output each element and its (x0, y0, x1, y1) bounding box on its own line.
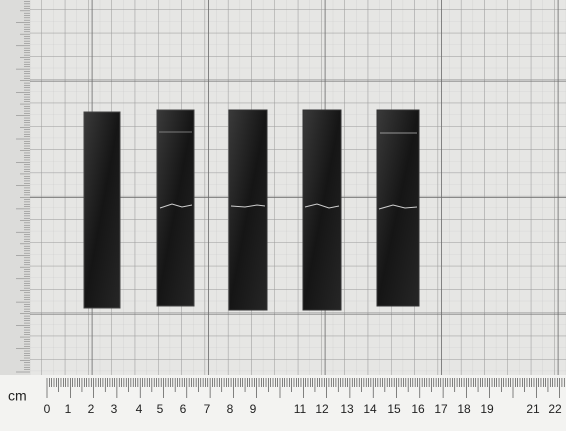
ruler-label: 18 (457, 402, 471, 416)
left-ruler (0, 0, 30, 375)
ruler-label: 19 (480, 402, 494, 416)
ruler-label: 4 (136, 402, 143, 416)
ruler-label: 3 (111, 402, 118, 416)
ruler-label: 22 (548, 402, 562, 416)
ruler-label: 12 (315, 402, 329, 416)
ruler-label: 9 (250, 402, 257, 416)
ruler-label: 7 (204, 402, 211, 416)
specimen (229, 110, 267, 310)
ruler-label: 2 (88, 402, 95, 416)
ruler-label: 15 (387, 402, 401, 416)
ruler-label: 6 (180, 402, 187, 416)
ruler-label: 11 (294, 402, 307, 416)
ruler-label: 1 (65, 402, 72, 416)
specimen (157, 110, 194, 306)
ruler-label: 8 (227, 402, 234, 416)
ruler-label: 0 (44, 402, 51, 416)
photo: cm 01234567891112131415161718192122 (0, 0, 566, 431)
ruler-label: 13 (340, 402, 354, 416)
specimen (303, 110, 341, 310)
ruler-label: 17 (434, 402, 448, 416)
ruler-label: 21 (526, 402, 540, 416)
ruler-label: 14 (363, 402, 377, 416)
ruler-label: 5 (157, 402, 164, 416)
ruler-label: 16 (411, 402, 425, 416)
specimen (84, 112, 120, 308)
unit-label: cm (8, 388, 27, 404)
